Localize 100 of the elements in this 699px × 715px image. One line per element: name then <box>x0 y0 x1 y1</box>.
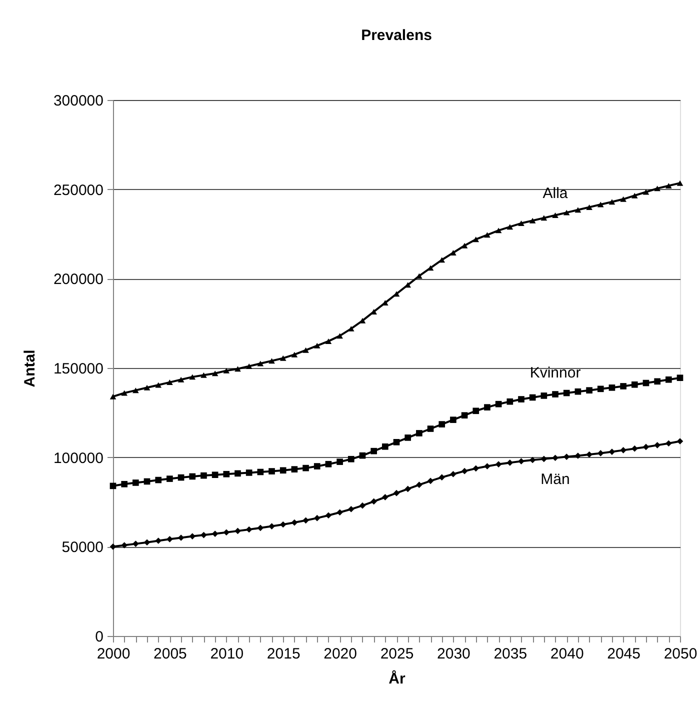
chart-title: Prevalens <box>361 27 432 44</box>
x-axis-title: År <box>388 670 406 688</box>
point <box>234 528 241 534</box>
point <box>540 215 548 221</box>
x-tick-label: 2025 <box>380 646 414 662</box>
point <box>518 396 524 402</box>
point <box>552 212 558 218</box>
point <box>427 478 434 484</box>
point <box>416 430 422 436</box>
point <box>110 482 116 490</box>
point <box>552 391 558 398</box>
point <box>552 454 558 462</box>
point <box>178 474 184 481</box>
point <box>257 468 264 476</box>
point <box>178 534 184 541</box>
point <box>268 468 275 474</box>
point <box>370 448 377 454</box>
point <box>325 460 332 468</box>
y-axis-title: Antal <box>21 350 38 388</box>
point <box>234 366 241 372</box>
point <box>382 443 388 450</box>
y-tick-label: 250000 <box>53 182 104 199</box>
point <box>132 388 139 394</box>
point <box>472 236 480 242</box>
point <box>302 347 309 353</box>
point <box>257 360 264 366</box>
point <box>144 478 150 485</box>
point <box>484 463 490 470</box>
point <box>676 180 684 186</box>
point <box>200 472 207 479</box>
point <box>427 426 434 432</box>
point <box>597 450 604 456</box>
point <box>461 468 468 474</box>
point <box>574 207 582 213</box>
point <box>280 467 286 474</box>
x-tick-label: 2030 <box>437 646 470 662</box>
point <box>166 536 173 542</box>
point <box>155 382 162 388</box>
point <box>132 480 139 486</box>
point <box>438 421 446 428</box>
point <box>302 517 309 524</box>
point <box>563 390 570 396</box>
point <box>302 464 309 472</box>
point <box>495 400 502 408</box>
point <box>484 232 490 238</box>
point <box>121 390 128 396</box>
point <box>212 530 218 537</box>
point <box>382 494 388 500</box>
point <box>586 387 592 394</box>
point <box>642 189 650 195</box>
point <box>359 452 366 459</box>
point <box>506 398 514 405</box>
point <box>518 220 524 226</box>
point <box>518 458 524 464</box>
x-tick-label: 2040 <box>550 646 584 662</box>
series-label: Män <box>540 470 570 488</box>
point <box>155 538 162 544</box>
point <box>574 388 582 395</box>
point <box>654 442 660 448</box>
point <box>257 524 264 532</box>
point <box>620 447 626 454</box>
point <box>348 456 354 462</box>
point <box>212 370 218 376</box>
point <box>620 196 626 202</box>
point <box>155 476 162 484</box>
point <box>200 372 207 378</box>
y-tick-label: 100000 <box>53 450 104 467</box>
point <box>540 392 548 399</box>
point <box>586 204 592 210</box>
point <box>654 378 660 385</box>
point <box>404 486 411 492</box>
point <box>574 452 582 459</box>
point <box>529 218 536 224</box>
point <box>461 242 468 248</box>
y-tick-label: 200000 <box>53 271 104 288</box>
point <box>144 384 150 390</box>
x-tick-label: 2045 <box>607 646 640 662</box>
point <box>666 183 672 188</box>
point <box>370 498 377 505</box>
point <box>336 458 343 465</box>
point <box>189 473 196 480</box>
point <box>676 374 684 381</box>
point <box>246 363 252 369</box>
point <box>597 386 604 392</box>
point <box>495 461 502 468</box>
point <box>223 529 230 536</box>
point <box>472 408 480 414</box>
point <box>438 474 446 481</box>
x-tick-label: 2020 <box>324 646 357 662</box>
series-label: Kvinnor <box>530 364 581 382</box>
point <box>608 199 616 205</box>
y-tick-label: 50000 <box>62 539 104 556</box>
point <box>121 480 128 488</box>
point <box>427 265 434 271</box>
point <box>132 540 139 547</box>
point <box>268 358 275 364</box>
point <box>246 526 252 533</box>
point <box>654 186 660 192</box>
point <box>529 456 536 464</box>
point <box>325 338 332 344</box>
